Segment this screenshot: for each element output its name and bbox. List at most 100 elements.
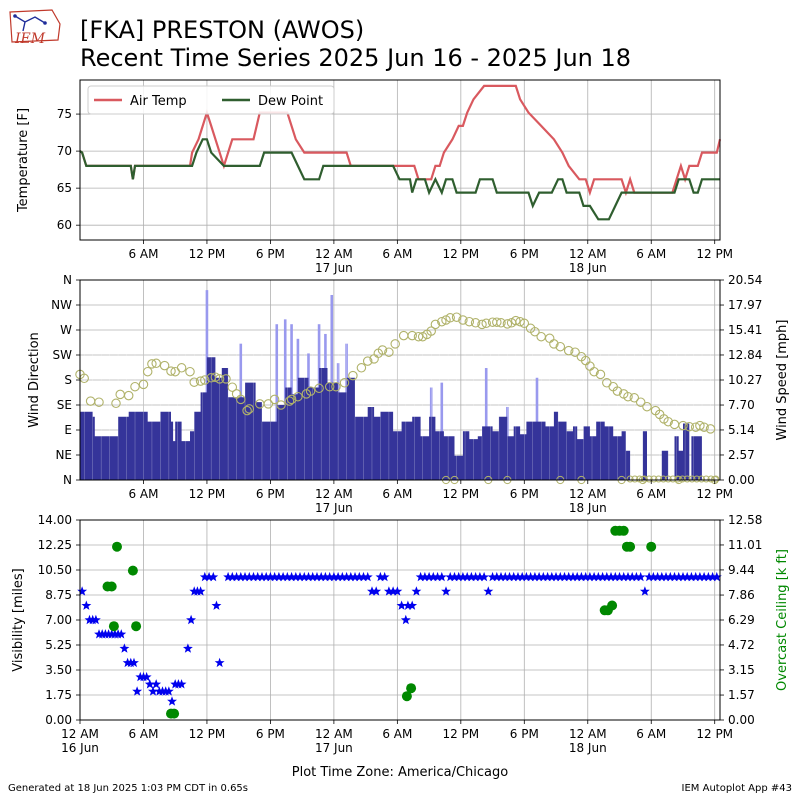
ceiling-marker (607, 600, 618, 611)
ceiling-y-tick-label: 4.72 (728, 638, 755, 652)
visibility-marker (576, 571, 587, 582)
visibility-marker (290, 571, 301, 582)
visibility-marker (148, 686, 158, 696)
wind-direction-marker (589, 366, 599, 377)
vis-x-tick-label: 6 AM (128, 727, 158, 741)
visibility-marker (388, 586, 399, 596)
iowa-state-outline-icon (9, 9, 61, 43)
visibility-marker (286, 571, 297, 582)
visibility-marker (597, 571, 608, 582)
visibility-marker (568, 571, 578, 582)
visibility-marker (593, 571, 604, 582)
visibility-y-tick-label: 0.00 (45, 713, 72, 727)
wind-direction-marker (563, 345, 574, 356)
visibility-marker (392, 586, 403, 596)
wind-direction-marker (189, 377, 199, 387)
visibility-marker (699, 571, 710, 582)
wind-direction-marker (130, 381, 140, 392)
visibility-marker (257, 571, 267, 582)
visibility-marker (400, 614, 411, 625)
wind-calm-marker (645, 475, 653, 483)
dew-point-line (79, 138, 720, 221)
ceiling-marker (131, 621, 142, 632)
visibility-marker (252, 571, 263, 582)
wind-x-tick-label: 12 PM (189, 487, 226, 501)
wind-direction-marker (635, 397, 646, 407)
visibility-marker (141, 671, 152, 682)
visibility-marker (278, 571, 289, 582)
station-network-icon (14, 15, 46, 32)
wind-dir-y-tick-label: SE (57, 398, 72, 412)
visibility-y-tick-label: 14.00 (38, 513, 72, 527)
visibility-marker (462, 571, 473, 582)
visibility-marker (483, 586, 494, 596)
visibility-marker (307, 571, 318, 582)
wind-direction-marker (549, 339, 559, 349)
footer-generated: Generated at 18 Jun 2025 1:03 PM CDT in … (8, 783, 249, 794)
visibility-marker (648, 571, 659, 582)
wind-x-tick-label: 18 Jun (569, 501, 607, 515)
visibility-marker (119, 643, 130, 653)
visibility-marker (517, 571, 528, 582)
visibility-marker (521, 571, 532, 582)
wind-direction-marker (200, 375, 210, 385)
visibility-marker (396, 600, 407, 610)
wind-direction-marker (398, 330, 409, 341)
wind-gust-bar (484, 368, 488, 480)
vis-x-tick-label: 12 AM (315, 727, 353, 741)
wind-direction-marker (284, 396, 295, 406)
wind-direction-marker (663, 416, 673, 427)
wind-direction-marker (451, 312, 462, 322)
visibility-marker (77, 586, 88, 596)
visibility-marker (491, 571, 502, 582)
visibility-marker (261, 571, 272, 582)
legend-dew-point-label: Dew Point (258, 94, 323, 109)
wind-dir-y-tick-label: NE (55, 448, 72, 462)
wind-direction-marker (530, 326, 540, 337)
visibility-marker (116, 629, 127, 639)
wind-x-tick-label: 6 AM (636, 487, 666, 501)
visibility-marker (367, 586, 377, 596)
ceiling-axis-label: Overcast Ceiling [k ft] (775, 549, 790, 691)
visibility-marker (269, 571, 280, 582)
visibility-marker (199, 571, 210, 582)
temp-y-tick-label: 60 (57, 218, 72, 232)
visibility-y-tick-label: 7.00 (45, 613, 72, 627)
visibility-marker (601, 571, 612, 582)
wind-dir-y-tick-label: N (63, 473, 72, 487)
logo-text: IEM (14, 31, 46, 47)
wind-dir-y-tick-label: E (64, 423, 72, 437)
visibility-marker (623, 571, 633, 582)
wind-calm-marker (698, 475, 705, 483)
visibility-marker (383, 586, 394, 596)
wind-calm-marker (678, 475, 686, 483)
visibility-marker (354, 571, 365, 582)
wind-direction-marker (678, 420, 688, 431)
wind-direction-marker (286, 394, 297, 405)
vis-x-tick-label: 6 AM (382, 727, 412, 741)
visibility-marker (618, 571, 629, 582)
wind-calm-marker (650, 475, 658, 483)
wind-direction-marker (377, 345, 388, 355)
visibility-marker (428, 571, 439, 582)
chart-title: [FKA] PRESTON (AWOS) (80, 16, 365, 44)
visibility-marker (703, 571, 714, 582)
visibility-marker (151, 679, 162, 689)
visibility-marker (631, 571, 642, 582)
temp-x-tick-label: 17 Jun (315, 261, 353, 275)
wind-direction-marker (242, 405, 252, 416)
visibility-marker (350, 571, 360, 582)
visibility-marker (204, 571, 214, 582)
temp-x-tick-label: 6 AM (382, 247, 412, 261)
visibility-marker (563, 571, 574, 582)
visibility-marker (358, 571, 369, 582)
ceiling-marker (127, 565, 138, 576)
wind-direction-marker (684, 421, 695, 432)
wind-x-tick-label: 12 AM (315, 487, 353, 501)
visibility-marker (661, 571, 671, 582)
visibility-marker (669, 571, 680, 582)
visibility-marker (90, 614, 101, 625)
wind-direction-marker (629, 393, 640, 403)
visibility-marker (635, 571, 646, 582)
visibility-marker (580, 571, 591, 582)
